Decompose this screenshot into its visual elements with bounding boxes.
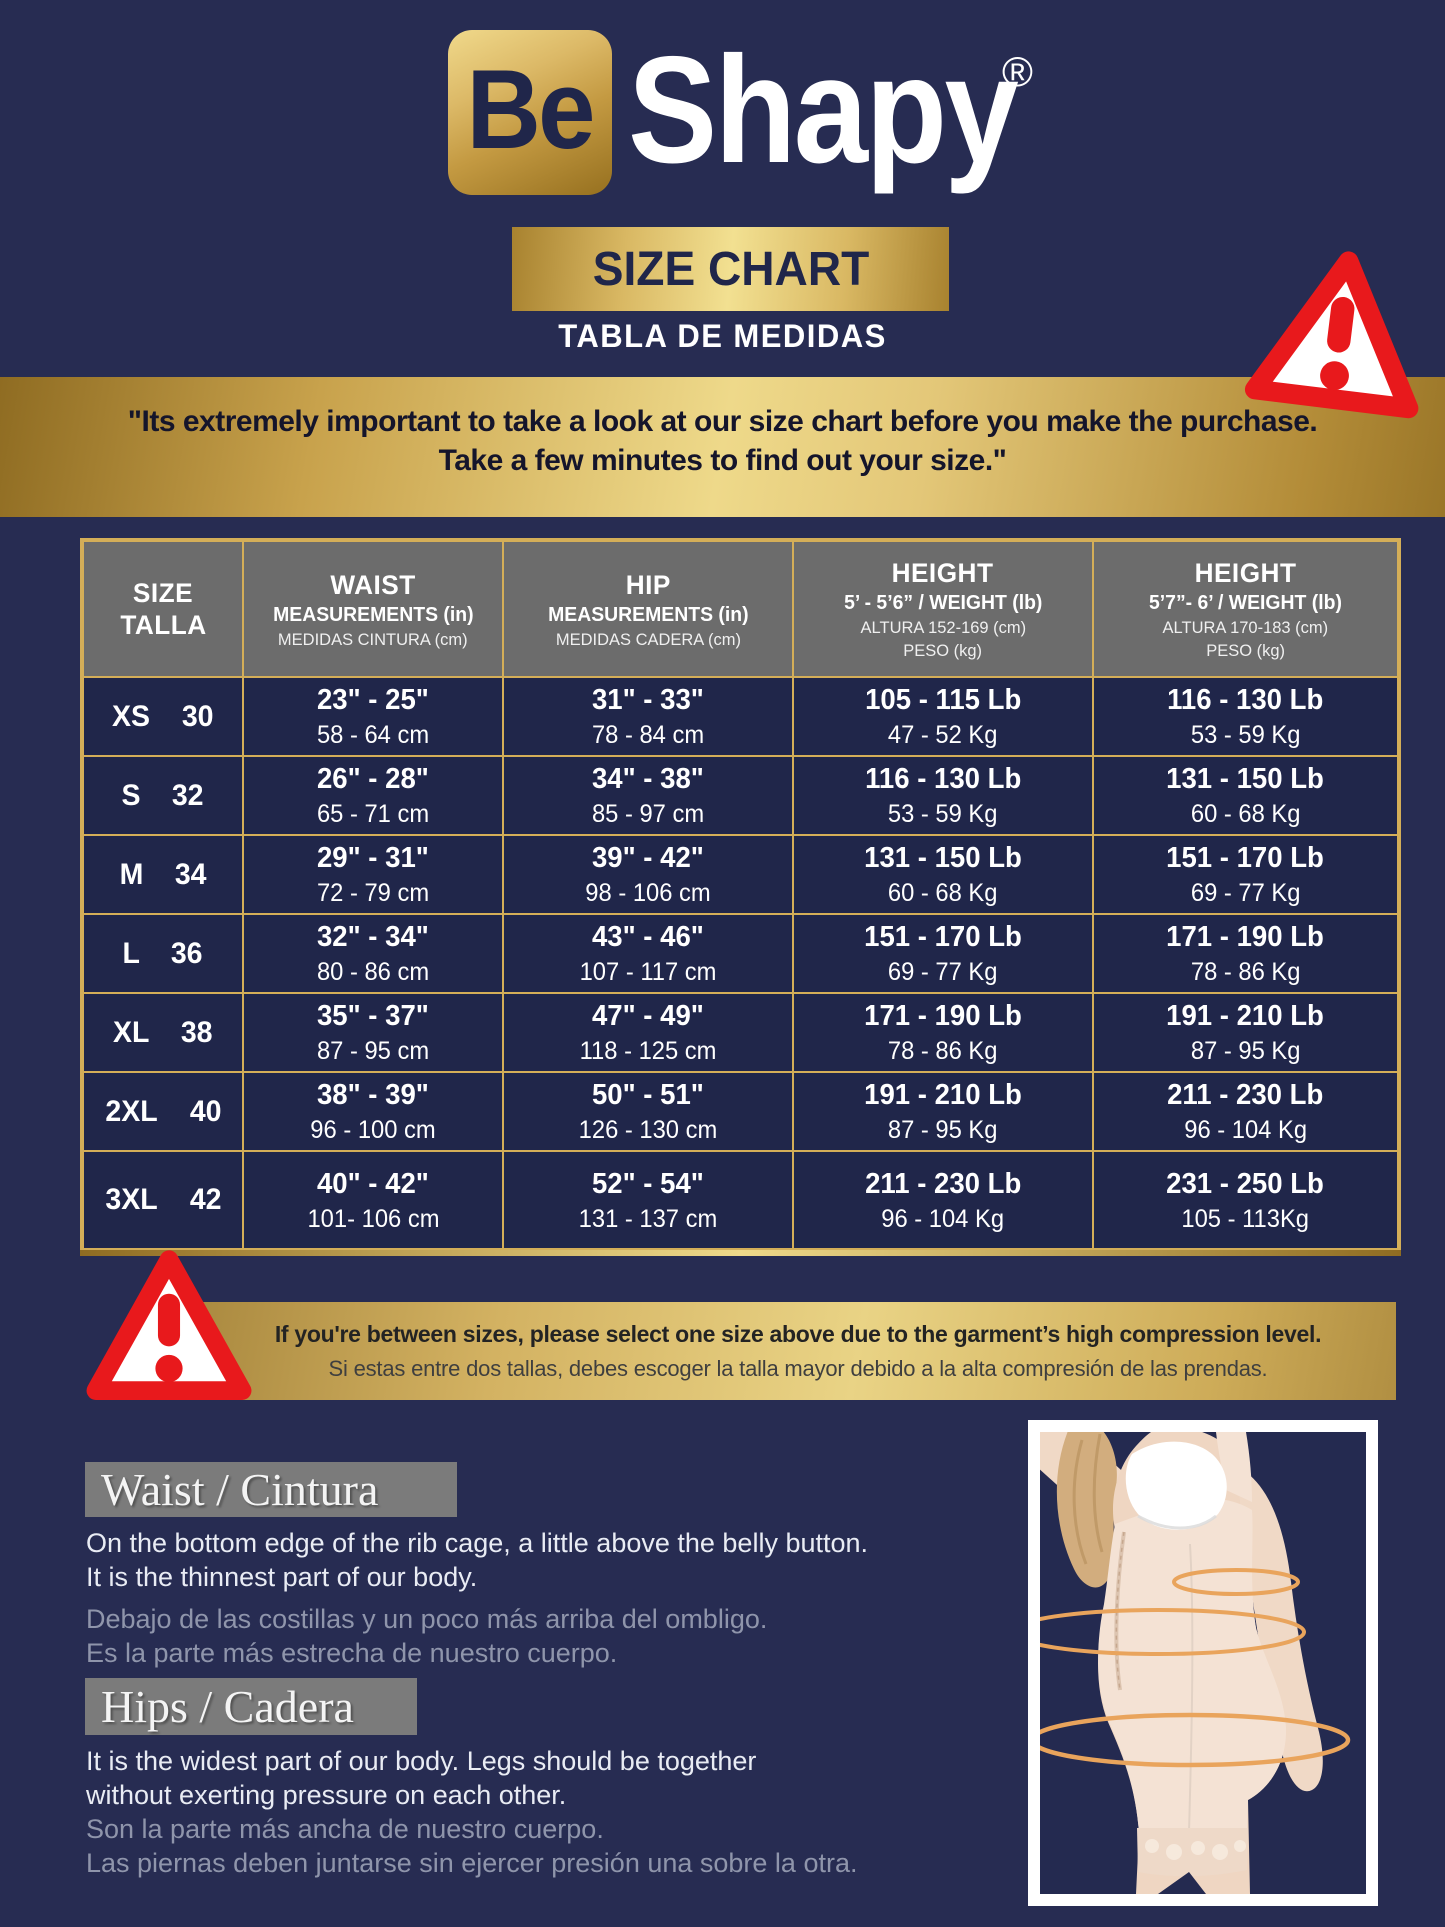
size-chart-banner: SIZE CHART: [512, 227, 949, 311]
hip-cell: 47" - 49" 118 - 125 cm: [503, 993, 793, 1072]
quote-line-1: "Its extremely important to take a look …: [127, 405, 1318, 438]
registered-trademark-icon: ®: [1002, 48, 1033, 95]
waist-section-title: Waist / Cintura: [85, 1462, 457, 1517]
height1-cell: 191 - 210 Lb 87 - 95 Kg: [793, 1072, 1093, 1151]
size-chart-title: SIZE CHART: [592, 242, 869, 296]
product-photo-frame: [1028, 1420, 1378, 1906]
hip-cell: 52" - 54" 131 - 137 cm: [503, 1151, 793, 1249]
note-line-1: If you're between sizes, please select o…: [274, 1320, 1322, 1347]
warning-icon: [86, 1250, 252, 1400]
waist-cell: 23" - 25" 58 - 64 cm: [243, 677, 503, 756]
height1-cell: 171 - 190 Lb 78 - 86 Kg: [793, 993, 1093, 1072]
height2-cell: 231 - 250 Lb 105 - 113Kg: [1093, 1151, 1398, 1249]
brand-logo-be: Be: [466, 46, 596, 172]
size-cell: XL 38: [83, 993, 243, 1072]
column-header-height-1: HEIGHT 5’ - 5’6” / WEIGHT (lb) ALTURA 15…: [793, 541, 1093, 677]
column-header-waist: WAIST MEASUREMENTS (in) MEDIDAS CINTURA …: [243, 541, 503, 677]
height2-cell: 151 - 170 Lb 69 - 77 Kg: [1093, 835, 1398, 914]
hips-description-en: It is the widest part of our body. Legs …: [86, 1746, 757, 1810]
size-cell: XS 30: [83, 677, 243, 756]
height2-cell: 211 - 230 Lb 96 - 104 Kg: [1093, 1072, 1398, 1151]
height2-cell: 171 - 190 Lb 78 - 86 Kg: [1093, 914, 1398, 993]
waist-cell: 40" - 42" 101- 106 cm: [243, 1151, 503, 1249]
note-line-2: Si estas entre dos tallas, debes escoger…: [328, 1355, 1268, 1381]
waist-cell: 29" - 31" 72 - 79 cm: [243, 835, 503, 914]
hips-description-es: Son la parte más ancha de nuestro cuerpo…: [86, 1814, 858, 1878]
size-cell: 3XL 42: [83, 1151, 243, 1249]
hip-cell: 50" - 51" 126 - 130 cm: [503, 1072, 793, 1151]
hip-cell: 34" - 38" 85 - 97 cm: [503, 756, 793, 835]
waist-description-en: On the bottom edge of the rib cage, a li…: [86, 1528, 869, 1592]
hips-section-title: Hips / Cadera: [85, 1678, 417, 1735]
brand-logo: Be: [448, 30, 612, 195]
size-chart-subtitle: TABLA DE MEDIDAS: [558, 318, 887, 354]
height1-cell: 151 - 170 Lb 69 - 77 Kg: [793, 914, 1093, 993]
size-cell: M 34: [83, 835, 243, 914]
height1-cell: 211 - 230 Lb 96 - 104 Kg: [793, 1151, 1093, 1249]
column-header-height-2: HEIGHT 5’7”- 6’ / WEIGHT (lb) ALTURA 170…: [1093, 541, 1398, 677]
height1-cell: 131 - 150 Lb 60 - 68 Kg: [793, 835, 1093, 914]
waist-description-es: Debajo de las costillas y un poco más ar…: [86, 1604, 768, 1668]
quote-banner: "Its extremely important to take a look …: [0, 377, 1445, 517]
hip-cell: 43" - 46" 107 - 117 cm: [503, 914, 793, 993]
waist-cell: 26" - 28" 65 - 71 cm: [243, 756, 503, 835]
height1-cell: 105 - 115 Lb 47 - 52 Kg: [793, 677, 1093, 756]
waist-cell: 35" - 37" 87 - 95 cm: [243, 993, 503, 1072]
brand-logo-shapy: Shapy: [628, 25, 1019, 195]
waist-cell: 38" - 39" 96 - 100 cm: [243, 1072, 503, 1151]
hip-cell: 39" - 42" 98 - 106 cm: [503, 835, 793, 914]
size-table: SIZE TALLA WAIST MEASUREMENTS (in) MEDID…: [80, 538, 1401, 1256]
height2-cell: 116 - 130 Lb 53 - 59 Kg: [1093, 677, 1398, 756]
shapewear-figure-illustration: [1040, 1432, 1366, 1894]
size-cell: 2XL 40: [83, 1072, 243, 1151]
quote-line-2: Take a few minutes to find out your size…: [438, 444, 1007, 477]
column-header-size: SIZE TALLA: [83, 541, 243, 677]
height2-cell: 131 - 150 Lb 60 - 68 Kg: [1093, 756, 1398, 835]
height2-cell: 191 - 210 Lb 87 - 95 Kg: [1093, 993, 1398, 1072]
column-header-hip: HIP MEASUREMENTS (in) MEDIDAS CADERA (cm…: [503, 541, 793, 677]
size-cell: L 36: [83, 914, 243, 993]
size-cell: S 32: [83, 756, 243, 835]
hip-cell: 31" - 33" 78 - 84 cm: [503, 677, 793, 756]
product-photo: [1040, 1432, 1366, 1894]
waist-cell: 32" - 34" 80 - 86 cm: [243, 914, 503, 993]
height1-cell: 116 - 130 Lb 53 - 59 Kg: [793, 756, 1093, 835]
between-sizes-note: If you're between sizes, please select o…: [200, 1302, 1396, 1400]
warning-icon: [1244, 251, 1419, 419]
